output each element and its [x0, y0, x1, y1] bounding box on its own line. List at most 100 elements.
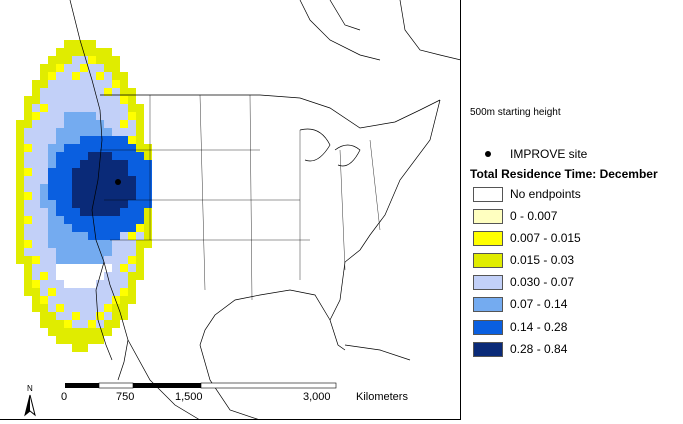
grid-cell	[144, 240, 152, 248]
grid-cell	[80, 168, 88, 176]
grid-cell	[112, 160, 120, 168]
grid-cell	[32, 248, 40, 256]
grid-cell	[64, 56, 72, 64]
grid-cell	[64, 80, 72, 88]
grid-cell	[112, 168, 120, 176]
grid-cell	[88, 336, 96, 344]
grid-cell	[104, 112, 112, 120]
grid-cell	[56, 88, 64, 96]
grid-cell	[96, 240, 104, 248]
grid-cell	[40, 128, 48, 136]
grid-cell	[48, 216, 56, 224]
grid-cell	[104, 120, 112, 128]
grid-cell	[80, 136, 88, 144]
grid-cell	[88, 184, 96, 192]
grid-cell	[96, 120, 104, 128]
grid-cell	[72, 344, 80, 352]
grid-cell	[112, 248, 120, 256]
grid-cell	[136, 224, 144, 232]
legend-swatch	[473, 275, 503, 291]
grid-cell	[72, 128, 80, 136]
map-frame	[0, 0, 461, 420]
grid-cell	[120, 264, 128, 272]
grid-cell	[128, 240, 136, 248]
land-outlines	[69, 0, 461, 420]
grid-cell	[88, 104, 96, 112]
grid-cell	[32, 240, 40, 248]
grid-cell	[112, 192, 120, 200]
grid-cell	[56, 304, 64, 312]
grid-cell	[32, 224, 40, 232]
grid-cell	[104, 320, 112, 328]
grid-cell	[48, 80, 56, 88]
grid-cell	[80, 336, 88, 344]
grid-cell	[48, 200, 56, 208]
grid-cell	[104, 48, 112, 56]
grid-cell	[56, 136, 64, 144]
grid-cell	[16, 136, 24, 144]
grid-cell	[104, 208, 112, 216]
grid-cell	[48, 320, 56, 328]
grid-cell	[112, 240, 120, 248]
grid-cell	[112, 128, 120, 136]
grid-cell	[128, 296, 136, 304]
grid-cell	[104, 184, 112, 192]
grid-cell	[120, 128, 128, 136]
grid-cell	[40, 168, 48, 176]
grid-cell	[72, 72, 80, 80]
grid-cell	[64, 320, 72, 328]
grid-cell	[48, 144, 56, 152]
grid-cell	[128, 144, 136, 152]
grid-cell	[32, 208, 40, 216]
grid-cell	[56, 48, 64, 56]
grid-cell	[112, 208, 120, 216]
grid-cell	[136, 160, 144, 168]
grid-cell	[24, 192, 32, 200]
grid-cell	[104, 192, 112, 200]
grid-cell	[96, 216, 104, 224]
grid-cell	[120, 184, 128, 192]
grid-cell	[32, 104, 40, 112]
grid-cell	[64, 224, 72, 232]
grid-cell	[72, 232, 80, 240]
grid-cell	[40, 160, 48, 168]
grid-cell	[40, 88, 48, 96]
grid-cell	[120, 80, 128, 88]
grid-cell	[96, 232, 104, 240]
grid-cell	[104, 312, 112, 320]
grid-cell	[128, 176, 136, 184]
grid-cell	[32, 200, 40, 208]
grid-cell	[72, 176, 80, 184]
grid-cell	[120, 240, 128, 248]
grid-cell	[24, 216, 32, 224]
grid-cell	[40, 200, 48, 208]
grid-cell	[128, 264, 136, 272]
grid-cell	[40, 184, 48, 192]
grid-cell	[56, 328, 64, 336]
grid-cell	[80, 152, 88, 160]
grid-cell	[80, 88, 88, 96]
grid-cell	[72, 248, 80, 256]
grid-cell	[48, 272, 56, 280]
grid-cell	[32, 144, 40, 152]
grid-cell	[136, 216, 144, 224]
grid-cell	[72, 328, 80, 336]
grid-cell	[88, 192, 96, 200]
grid-cell	[32, 152, 40, 160]
grid-cell	[56, 176, 64, 184]
grid-cell	[48, 120, 56, 128]
grid-cell	[40, 296, 48, 304]
legend-swatch	[473, 231, 503, 247]
legend-class-row: 0 - 0.007	[470, 207, 680, 229]
grid-cell	[72, 168, 80, 176]
grid-cell	[24, 152, 32, 160]
grid-cell	[136, 192, 144, 200]
grid-cell	[144, 176, 152, 184]
grid-cell	[72, 80, 80, 88]
grid-cell	[128, 232, 136, 240]
grid-cell	[64, 184, 72, 192]
grid-cell	[112, 136, 120, 144]
grid-cell	[16, 240, 24, 248]
grid-cell	[96, 160, 104, 168]
grid-cell	[48, 184, 56, 192]
